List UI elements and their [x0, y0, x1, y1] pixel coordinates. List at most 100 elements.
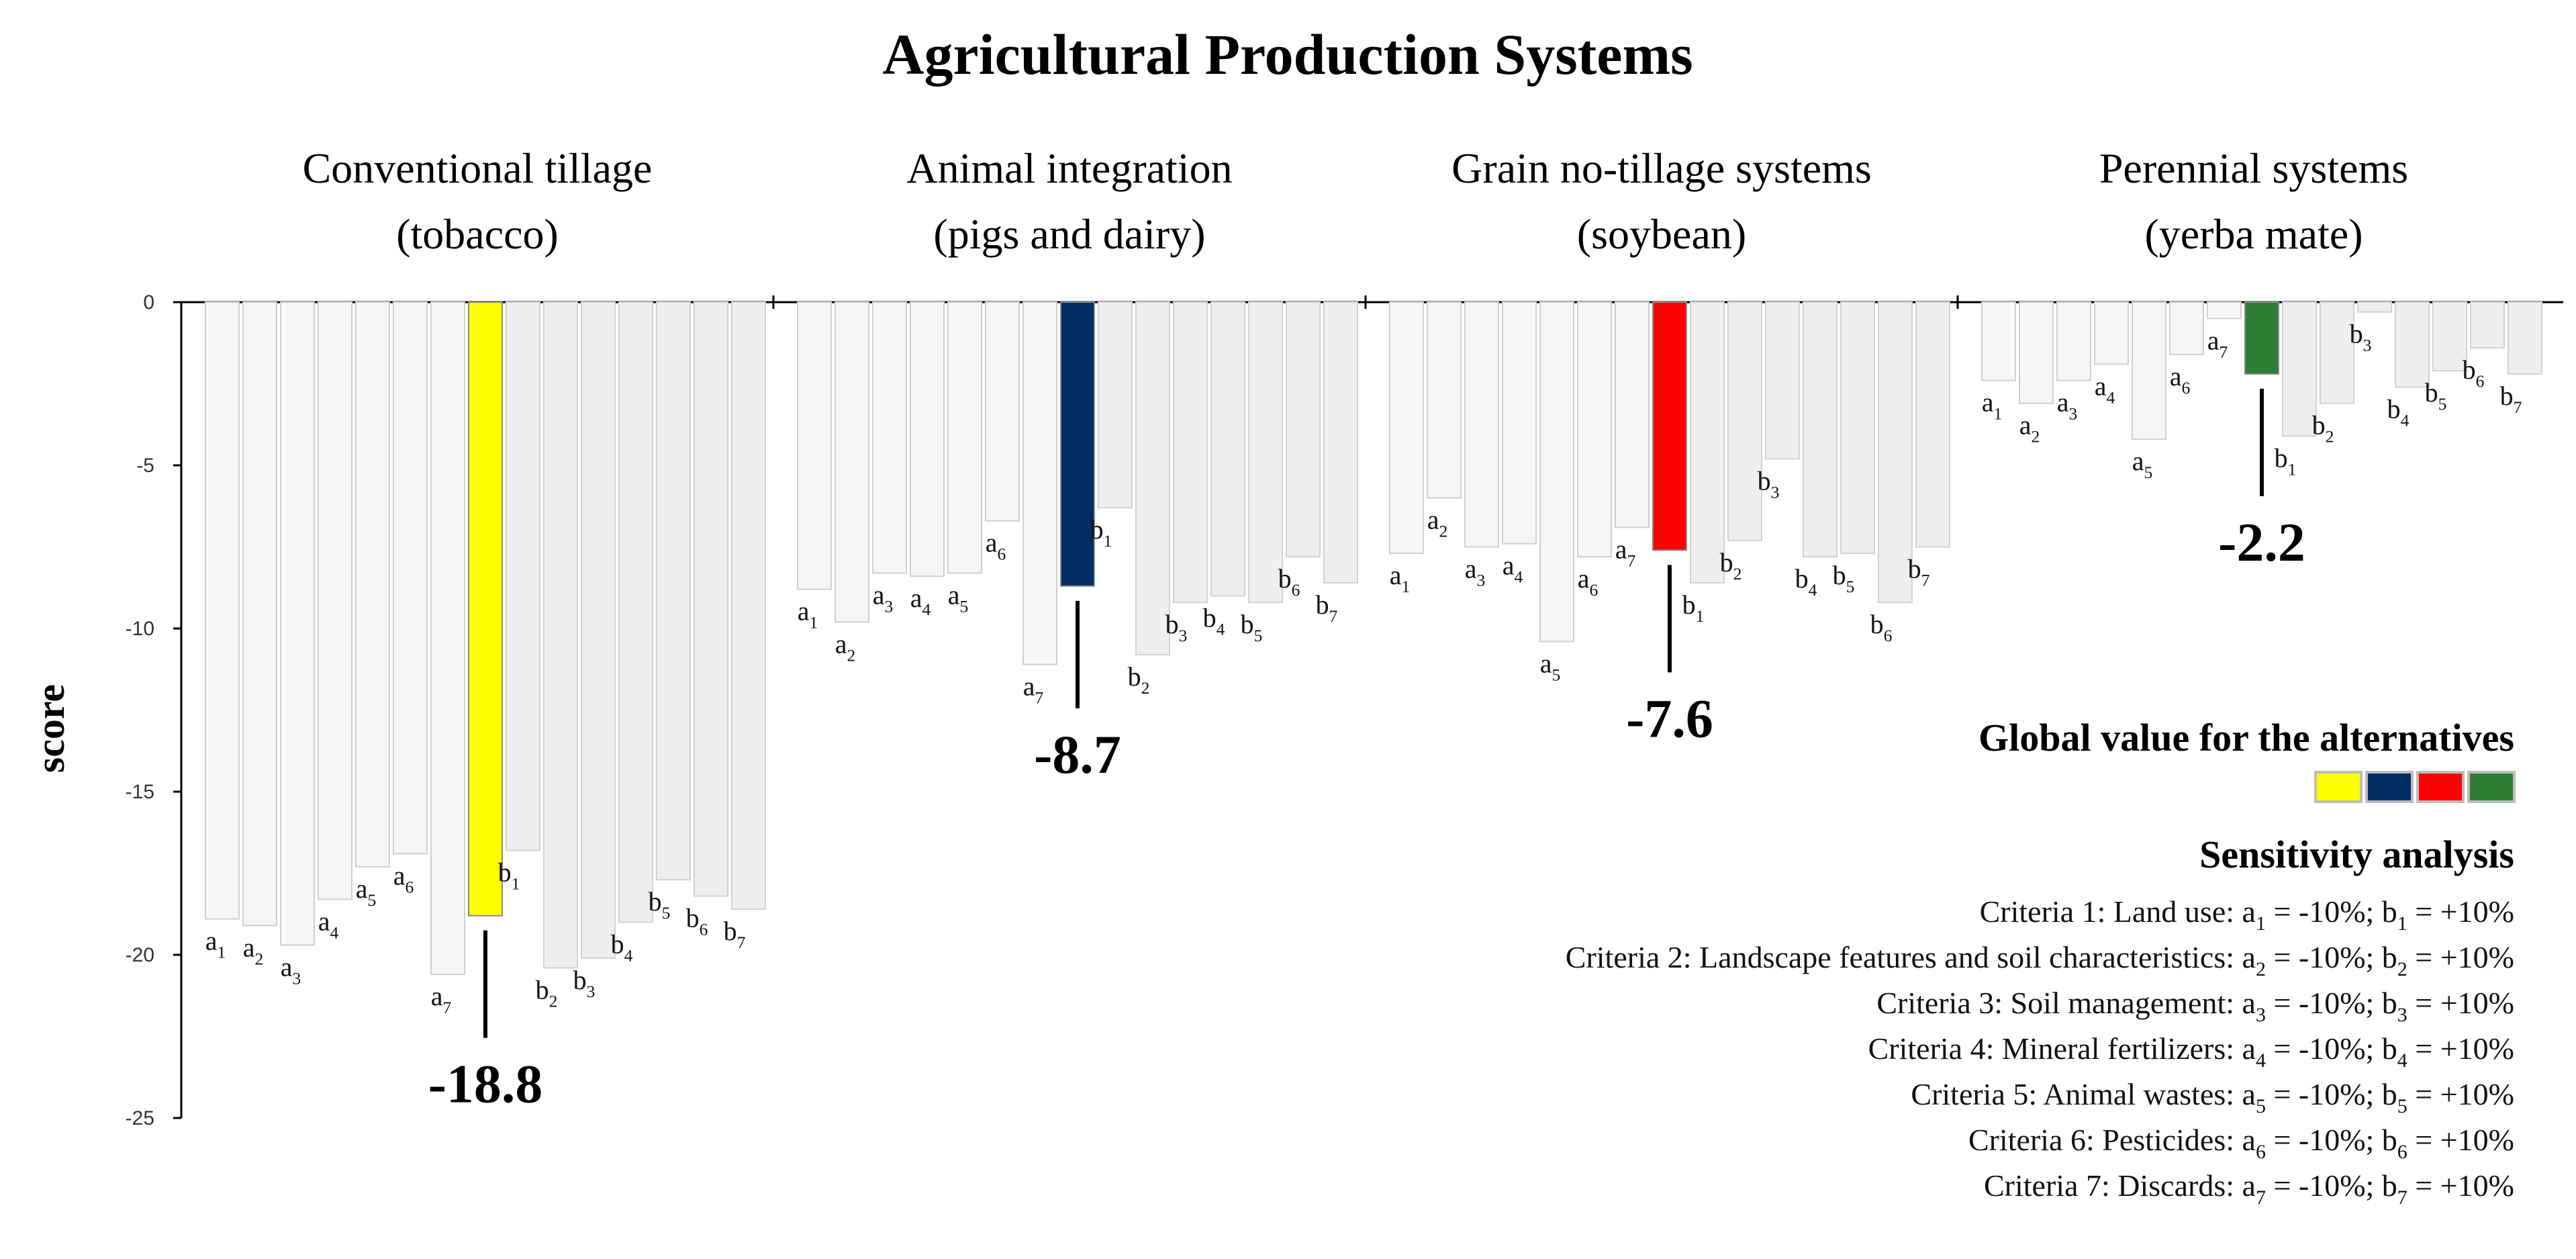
label-a4: a4	[2095, 371, 2115, 407]
bar-b4	[2395, 301, 2430, 388]
criteria-5: Criteria 5: Animal wastes: a5 = -10%; b5…	[1911, 1077, 2514, 1117]
bar-a1	[797, 301, 832, 590]
bar-a7	[2207, 301, 2242, 320]
label-a6: a6	[1578, 563, 1599, 600]
label-a2: a2	[835, 628, 856, 665]
bar-b6	[1286, 301, 1321, 558]
bar-a5	[355, 301, 390, 868]
label-a1: a1	[1982, 387, 2003, 424]
label-b1: b1	[1090, 514, 1112, 551]
label-a5: a5	[356, 874, 377, 910]
bar-b7	[731, 301, 766, 910]
bar-b1	[1690, 301, 1725, 584]
bar-b7	[1915, 301, 1950, 548]
bar-b3	[1765, 301, 1800, 460]
sensitivity-title: Sensitivity analysis	[2199, 833, 2514, 876]
bar-b1	[1098, 301, 1133, 509]
bar-a6	[1577, 301, 1612, 558]
panel-title-line2: (tobacco)	[396, 210, 559, 258]
bar-a2	[1427, 301, 1462, 499]
panel-title-line1: Conventional tillage	[303, 144, 653, 192]
legend-swatch-2	[2365, 771, 2414, 803]
bar-b1	[506, 301, 540, 851]
label-b6: b6	[1870, 609, 1893, 645]
bar-a1	[1389, 301, 1424, 555]
panel-title-line1: Animal integration	[906, 144, 1232, 192]
panel-1: Conventional tillage (tobacco) a1 a2 a3 a4 a5 a…	[205, 144, 766, 1115]
bar-b2	[543, 301, 578, 969]
bar-a2	[2019, 301, 2054, 404]
label-b2: b2	[2312, 410, 2334, 447]
label-b5: b5	[1833, 560, 1855, 596]
label-b3: b3	[2350, 319, 2372, 355]
label-b2: b2	[1128, 661, 1150, 698]
label-b7: b7	[1316, 590, 1338, 626]
label-b1: b1	[1682, 590, 1705, 626]
bar-a6	[985, 301, 1020, 522]
label-b2: b2	[536, 974, 558, 1011]
bar-a3	[1464, 301, 1499, 548]
label-b3: b3	[1758, 465, 1780, 502]
bar-b2	[1727, 301, 1762, 541]
bar-b5	[1840, 301, 1875, 555]
panel-title-line2: (soybean)	[1577, 210, 1746, 258]
bar-a4	[910, 301, 945, 577]
bar-global	[468, 301, 503, 917]
label-b7: b7	[724, 916, 746, 952]
label-a3: a3	[2057, 387, 2078, 424]
sensitivity-analysis: Sensitivity analysis Criteria 1: Land us…	[1566, 833, 2514, 1209]
bar-b5	[656, 301, 691, 881]
label-a3: a3	[1465, 554, 1486, 590]
label-b4: b4	[611, 929, 633, 965]
bar-a3	[280, 301, 315, 946]
bar-a7	[430, 301, 465, 976]
global-value-label: -8.7	[1034, 724, 1121, 785]
y-tick-label: -15	[126, 781, 154, 803]
label-a7: a7	[1023, 671, 1044, 707]
label-b7: b7	[1908, 554, 1930, 590]
label-b6: b6	[686, 903, 708, 939]
bar-b7	[1323, 301, 1358, 584]
panel-2: Animal integration (pigs and dairy) a1 a2 a3…	[772, 144, 1358, 785]
bar-b2	[2320, 301, 2354, 404]
bar-b7	[2508, 301, 2542, 375]
bar-a2	[834, 301, 869, 623]
y-tick-label: -20	[126, 944, 154, 966]
label-a1: a1	[1390, 560, 1411, 596]
bar-b3	[2357, 301, 2392, 313]
criteria-2: Criteria 2: Landscape features and soil …	[1566, 940, 2514, 980]
bar-a2	[242, 301, 277, 927]
legend-swatch-3	[2416, 771, 2465, 803]
bar-a6	[393, 301, 428, 855]
label-b3: b3	[573, 965, 595, 1001]
panel-4: Perennial systems (yerba mate) a1 a2 a3 a4 a5 a…	[1956, 144, 2542, 573]
label-b4: b4	[1795, 563, 1817, 600]
bar-a3	[872, 301, 907, 574]
bar-a1	[205, 301, 240, 920]
panels-layer: Conventional tillage (tobacco) a1 a2 a3 a4 a5 a…	[205, 144, 2542, 1115]
bar-a1	[1981, 301, 2016, 381]
y-axis-label: score	[28, 684, 73, 773]
panel-title-line1: Grain no-tillage systems	[1451, 144, 1872, 192]
bar-b2	[1135, 301, 1170, 655]
chart-title: Agricultural Production Systems	[882, 22, 1692, 87]
label-b4: b4	[1203, 602, 1225, 639]
bar-a5	[2132, 301, 2166, 440]
y-tick-label: -5	[136, 455, 154, 477]
label-b5: b5	[2425, 377, 2447, 414]
criteria-4: Criteria 4: Mineral fertilizers: a4 = -1…	[1868, 1031, 2514, 1072]
bar-a5	[947, 301, 982, 574]
bar-global	[1652, 301, 1687, 551]
label-b6: b6	[2463, 355, 2485, 391]
y-tick-label: -25	[126, 1107, 154, 1129]
label-a1: a1	[798, 596, 818, 633]
bar-b4	[1803, 301, 1838, 558]
bar-global	[2244, 301, 2279, 375]
bar-a4	[318, 301, 352, 900]
label-b4: b4	[2387, 393, 2410, 430]
panel-3: Grain no-tillage systems (soybean) a1 a2 a3 a…	[1364, 144, 1950, 749]
label-a3: a3	[873, 579, 894, 616]
label-a2: a2	[2019, 410, 2040, 447]
